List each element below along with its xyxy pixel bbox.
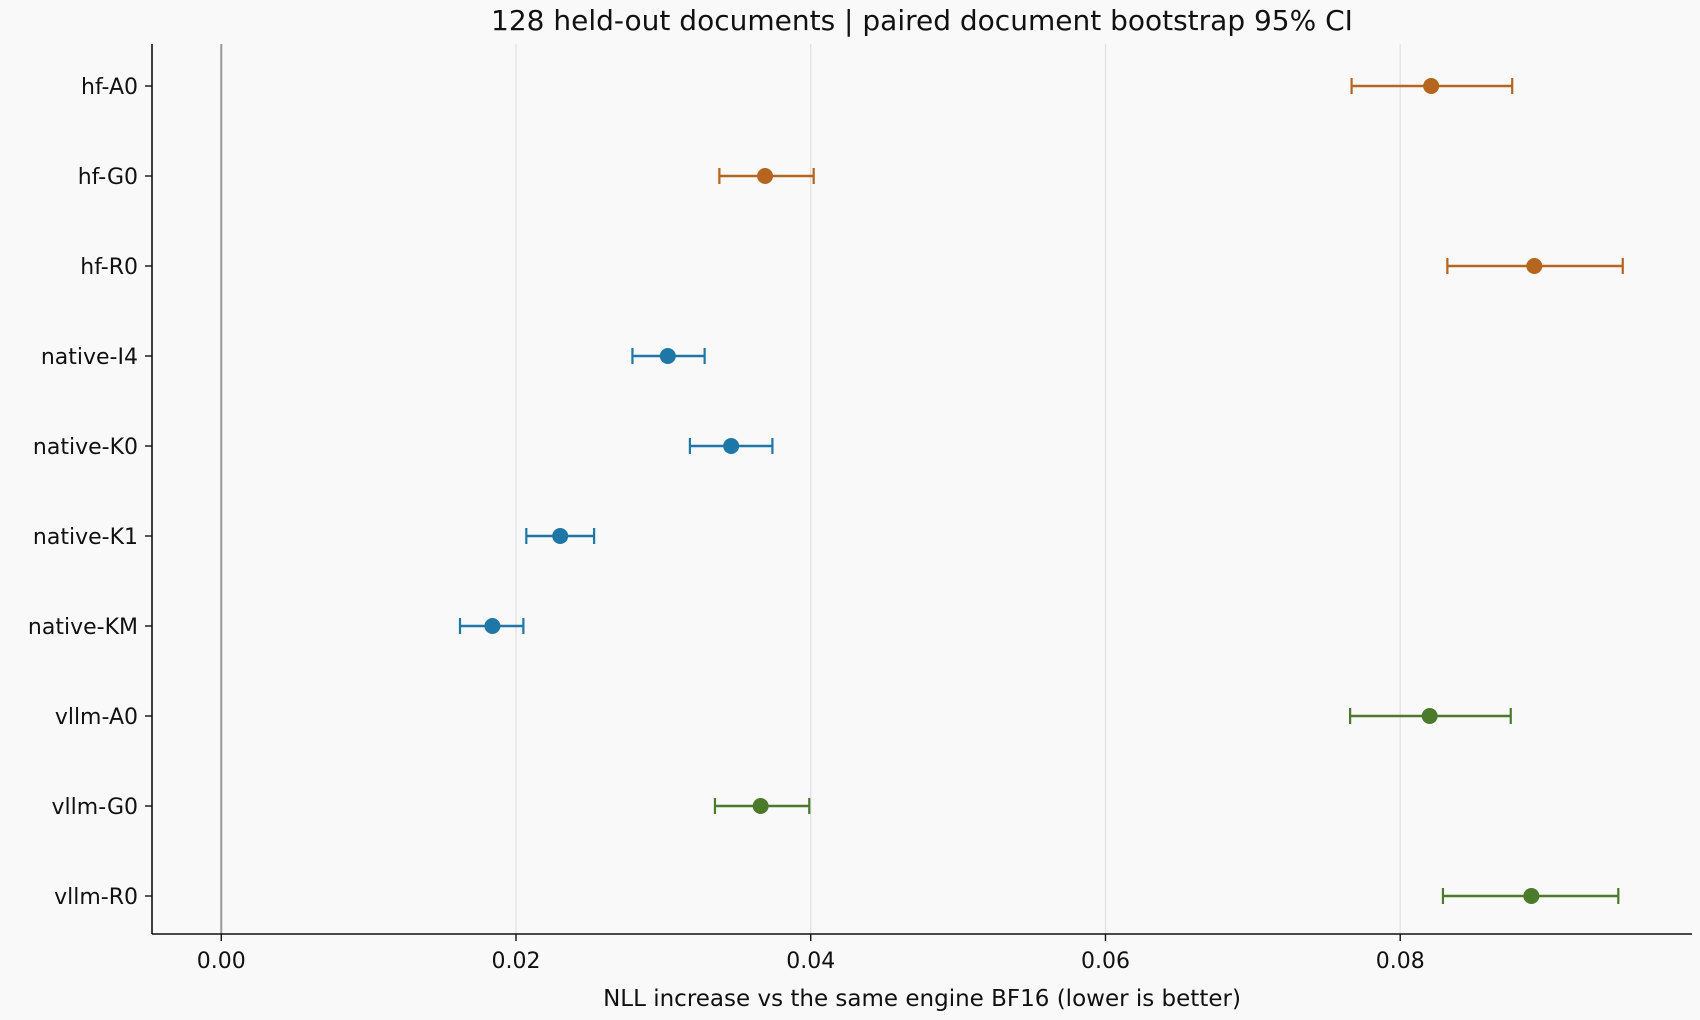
point-estimate-marker	[1421, 708, 1438, 724]
y-tick-label: hf-R0	[80, 255, 138, 280]
y-tick-label: native-KM	[28, 615, 138, 640]
point-estimate-marker	[484, 618, 501, 634]
y-tick-label: vllm-G0	[52, 795, 138, 820]
data-point-group	[1349, 708, 1512, 724]
chart-title: 128 held-out documents | paired document…	[491, 4, 1353, 37]
point-estimate-marker	[1526, 258, 1543, 274]
point-estimate-marker	[757, 168, 774, 184]
y-tick-label: vllm-R0	[54, 885, 138, 910]
y-tick-label: native-K1	[33, 525, 138, 550]
data-point-group	[1441, 888, 1620, 904]
x-tick-label: 0.02	[492, 949, 541, 974]
x-tick-label: 0.00	[197, 949, 246, 974]
y-tick-label: vllm-A0	[55, 705, 138, 730]
point-estimate-marker	[659, 348, 676, 364]
data-point-group	[1350, 78, 1514, 94]
grid-lines	[515, 44, 1401, 934]
y-tick-label: native-I4	[41, 345, 138, 370]
point-estimate-marker	[752, 798, 769, 814]
point-estimate-marker	[723, 438, 740, 454]
point-estimate-marker	[1523, 888, 1540, 904]
x-tick-label: 0.04	[786, 949, 835, 974]
data-point-group	[631, 348, 706, 364]
data-point-group	[1446, 258, 1624, 274]
y-tick-label: native-K0	[33, 435, 138, 460]
point-estimate-marker	[1423, 78, 1440, 94]
data-point-group	[525, 528, 596, 544]
y-ticks: hf-A0 hf-G0 hf-R0 native-I4 native-K0 native-…	[28, 75, 152, 910]
y-tick-label: hf-G0	[78, 165, 138, 190]
data-point-group	[458, 618, 525, 634]
y-tick-label: hf-A0	[81, 75, 138, 100]
x-tick-label: 0.06	[1081, 949, 1130, 974]
axes	[151, 44, 1692, 935]
x-tick-label: 0.08	[1376, 949, 1425, 974]
point-estimate-marker	[552, 528, 569, 544]
data-point-group	[713, 798, 811, 814]
data-points	[458, 78, 1624, 904]
x-ticks: 0.00 0.02 0.04 0.06 0.08	[197, 934, 1425, 974]
data-point-group	[688, 438, 774, 454]
data-point-group	[718, 168, 815, 184]
x-axis-label: NLL increase vs the same engine BF16 (lo…	[603, 986, 1241, 1012]
